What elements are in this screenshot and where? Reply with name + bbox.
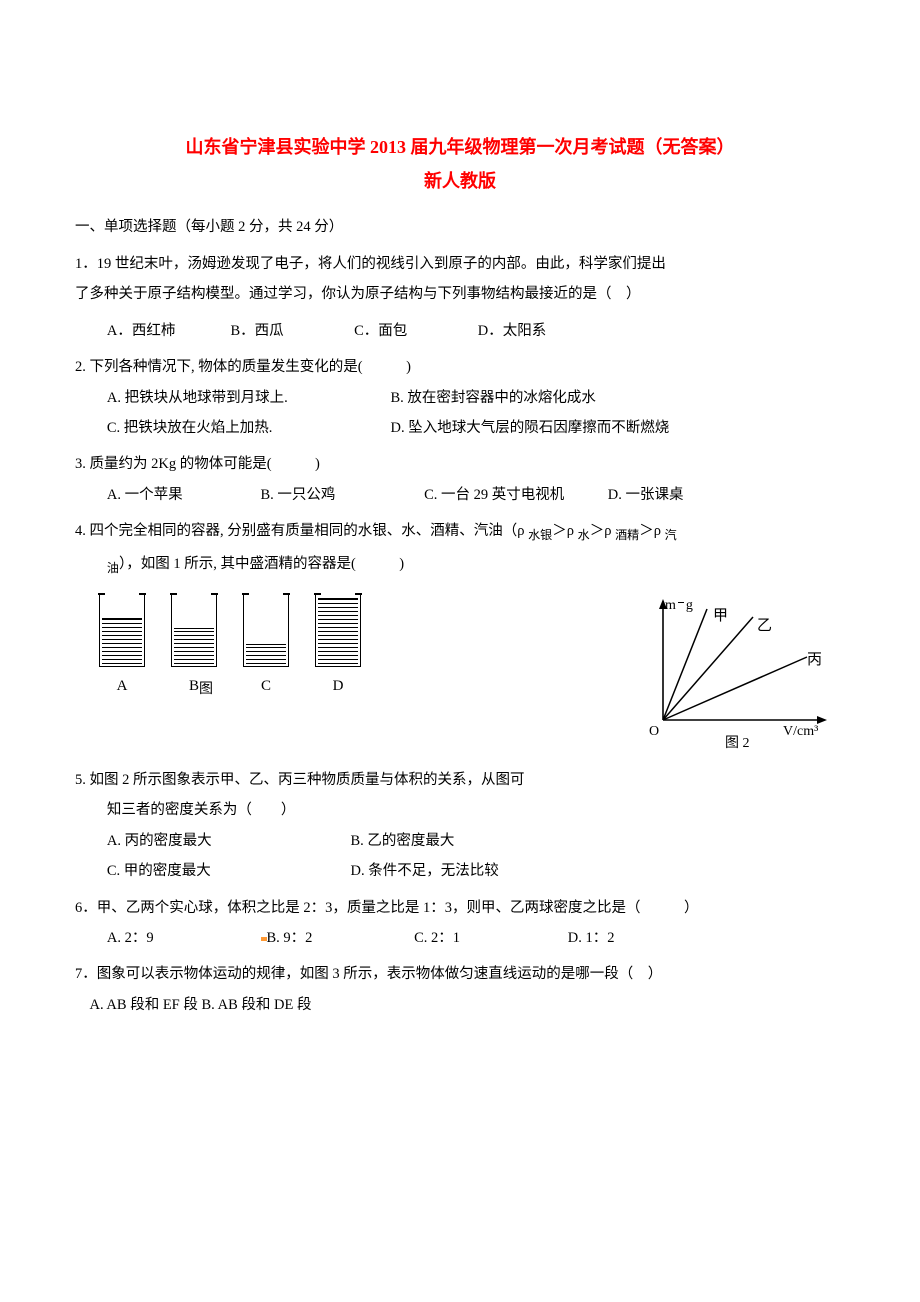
q5-opt-b: B. 乙的密度最大: [351, 826, 455, 856]
q2-opt-c: C. 把铁块放在火焰上加热.: [107, 413, 387, 443]
q1-options: A．西红柿 B．西瓜 C．面包 D．太阳系: [75, 316, 845, 346]
fig2-origin: O: [649, 717, 659, 746]
q1-opt-b: B．西瓜: [231, 316, 351, 346]
q5-text-1: 5. 如图 2 所示图象表示甲、乙、丙三种物质质量与体积的关系，从图可: [75, 765, 845, 795]
q4-text-1: 4. 四个完全相同的容器, 分别盛有质量相同的水银、水、酒精、汽油（ρ 水银＞ρ…: [75, 516, 845, 548]
fig2-y-label: mg: [665, 591, 693, 620]
q1-opt-d: D．太阳系: [478, 316, 598, 346]
q2-opt-a: A. 把铁块从地球带到月球上.: [107, 383, 387, 413]
q6-opt-c: C. 2：1: [414, 923, 564, 953]
fig2-label-jia: 甲: [713, 601, 728, 633]
q3-text: 3. 质量约为 2Kg 的物体可能是( ): [75, 449, 845, 479]
exam-title: 山东省宁津县实验中学 2013 届九年级物理第一次月考试题（无答案） 新人教版: [75, 130, 845, 198]
q6-opt-b: B. 9：2: [261, 923, 411, 953]
q7-options: A. AB 段和 EF 段 B. AB 段和 DE 段: [75, 990, 845, 1020]
question-6: 6．甲、乙两个实心球，体积之比是 2：3，质量之比是 1：3，则甲、乙两球密度之…: [75, 893, 845, 954]
q1-text-1: 1．19 世纪末叶，汤姆逊发现了电子，将人们的视线引入到原子的内部。由此，科学家…: [75, 249, 845, 279]
q6-options: A. 2：9 B. 9：2 C. 2：1 D. 1：2: [75, 923, 845, 953]
figure-1: A B C D 图: [75, 595, 361, 703]
q6-opt-a: A. 2：9: [107, 923, 257, 953]
title-line-1: 山东省宁津县实验中学 2013 届九年级物理第一次月考试题（无答案）: [75, 130, 845, 164]
question-3: 3. 质量约为 2Kg 的物体可能是( ) A. 一个苹果 B. 一只公鸡 C.…: [75, 449, 845, 510]
q3-opt-a: A. 一个苹果: [107, 480, 257, 510]
q2-text: 2. 下列各种情况下, 物体的质量发生变化的是( ): [75, 352, 845, 382]
q7-opt-b: B. AB 段和 DE 段: [202, 997, 312, 1013]
q7-opt-a: A. AB 段和 EF 段: [90, 997, 198, 1013]
q2-options-row1: A. 把铁块从地球带到月球上. B. 放在密封容器中的冰熔化成水: [75, 383, 845, 413]
q4-text-2: 油），如图 1 所示, 其中盛酒精的容器是( ): [75, 549, 845, 581]
question-1: 1．19 世纪末叶，汤姆逊发现了电子，将人们的视线引入到原子的内部。由此，科学家…: [75, 249, 845, 346]
figure-1-caption: 图: [199, 675, 213, 704]
q6-text: 6．甲、乙两个实心球，体积之比是 2：3，质量之比是 1：3，则甲、乙两球密度之…: [75, 893, 845, 923]
beaker-a: A: [99, 595, 145, 703]
fig2-caption: 图 2: [725, 729, 750, 758]
q5-opt-a: A. 丙的密度最大: [107, 826, 347, 856]
q3-options: A. 一个苹果 B. 一只公鸡 C. 一台 29 英寸电视机 D. 一张课桌: [75, 480, 845, 510]
q2-opt-d: D. 坠入地球大气层的陨石因摩擦而不断燃烧: [391, 413, 670, 443]
q5-options-row2: C. 甲的密度最大 D. 条件不足，无法比较: [75, 856, 845, 886]
figure-2: mg 甲 乙 丙 O V/cm³ 图 2: [635, 595, 835, 745]
q1-text-2: 了多种关于原子结构模型。通过学习，你认为原子结构与下列事物结构最接近的是（ ）: [75, 279, 845, 309]
fig2-label-yi: 乙: [757, 611, 772, 643]
question-4: 4. 四个完全相同的容器, 分别盛有质量相同的水银、水、酒精、汽油（ρ 水银＞ρ…: [75, 516, 845, 581]
figures-row: A B C D 图 mg 甲 乙 丙 O V/cm³ 图: [75, 595, 845, 745]
q1-opt-c: C．面包: [354, 316, 474, 346]
q2-options-row2: C. 把铁块放在火焰上加热. D. 坠入地球大气层的陨石因摩擦而不断燃烧: [75, 413, 845, 443]
beaker-d: D: [315, 595, 361, 703]
question-2: 2. 下列各种情况下, 物体的质量发生变化的是( ) A. 把铁块从地球带到月球…: [75, 352, 845, 443]
q5-text-2: 知三者的密度关系为（ ）: [75, 795, 845, 825]
q3-opt-d: D. 一张课桌: [608, 480, 684, 510]
title-line-2: 新人教版: [75, 164, 845, 198]
section-1-heading: 一、单项选择题（每小题 2 分，共 24 分）: [75, 212, 845, 242]
q5-opt-d: D. 条件不足，无法比较: [351, 856, 499, 886]
question-7: 7．图象可以表示物体运动的规律，如图 3 所示，表示物体做匀速直线运动的是哪一段…: [75, 959, 845, 1020]
q6-opt-d: D. 1：2: [568, 923, 615, 953]
q5-opt-c: C. 甲的密度最大: [107, 856, 347, 886]
q1-opt-a: A．西红柿: [107, 316, 227, 346]
fig2-label-bing: 丙: [807, 645, 822, 677]
q5-options-row1: A. 丙的密度最大 B. 乙的密度最大: [75, 826, 845, 856]
beaker-c: C: [243, 595, 289, 703]
q2-opt-b: B. 放在密封容器中的冰熔化成水: [391, 383, 596, 413]
q3-opt-c: C. 一台 29 英寸电视机: [424, 480, 604, 510]
question-5: 5. 如图 2 所示图象表示甲、乙、丙三种物质质量与体积的关系，从图可 知三者的…: [75, 765, 845, 887]
q3-opt-b: B. 一只公鸡: [261, 480, 421, 510]
q7-text: 7．图象可以表示物体运动的规律，如图 3 所示，表示物体做匀速直线运动的是哪一段…: [75, 959, 845, 989]
fig2-x-label: V/cm³: [783, 717, 818, 746]
